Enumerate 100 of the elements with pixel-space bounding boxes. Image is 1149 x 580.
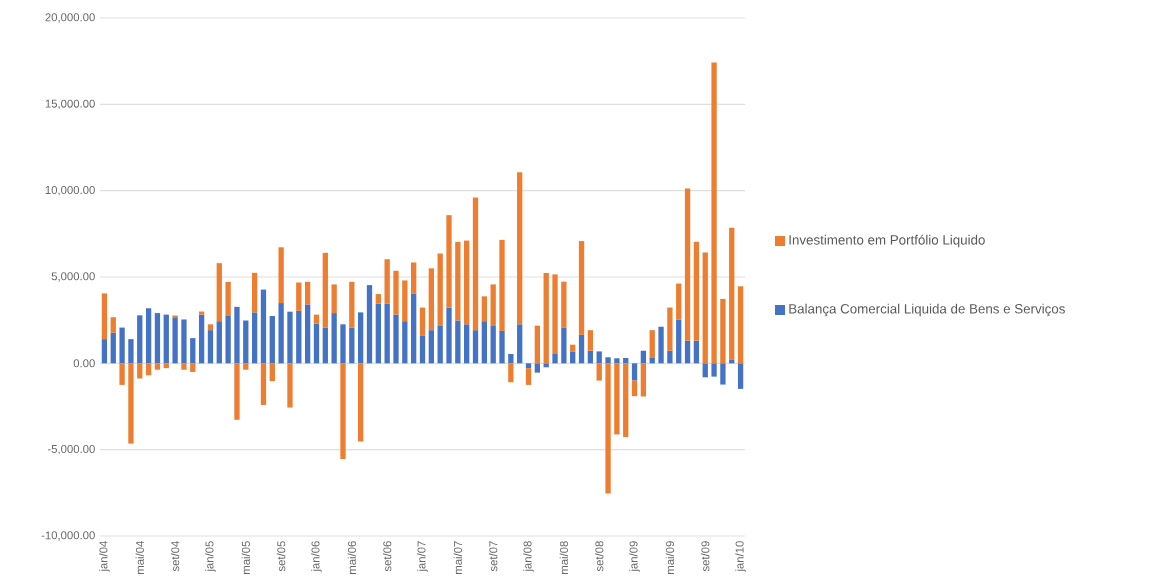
x-tick-label: set/09 [701,541,710,572]
x-tick-label: jan/04 [99,541,110,572]
bar [269,363,275,382]
x-tick-label: mai/09 [665,541,675,574]
bar [349,281,355,328]
bar [349,327,355,364]
bar [198,311,205,315]
x-tick-label: set/07 [489,541,498,572]
bar [561,281,567,328]
bar [207,330,214,364]
bar [623,363,629,438]
bar [552,353,558,364]
bar [287,363,293,408]
bar [508,363,514,383]
bar [481,296,487,322]
bar [614,363,620,435]
bar [508,353,514,364]
bar [234,306,240,364]
bar [614,358,620,364]
bar [402,280,408,322]
y-tick-label: 10,000.00 [45,185,95,196]
bar [128,363,134,444]
bar [561,327,567,364]
bar [702,363,708,378]
bar [234,363,240,420]
bar [190,338,196,364]
bar [684,188,691,341]
bar [490,284,496,326]
x-tick-label: set/08 [595,541,604,572]
x-tick-label: jan/07 [417,541,428,572]
bar [640,363,647,397]
bar [207,324,214,331]
legend-label: Investimento em Portfólio Liquido [789,234,985,248]
bar [110,317,116,333]
bar [596,351,602,364]
bar [428,330,434,364]
bar [499,330,505,364]
bar [587,350,594,364]
x-tick-label: set/05 [276,541,286,572]
bar [154,363,161,370]
bar [137,363,143,379]
x-tick-label: mai/05 [241,541,250,574]
bar [455,241,461,321]
bar [543,273,549,364]
bar [711,62,717,364]
bar [375,303,381,364]
bar [684,340,691,364]
bar [499,239,505,331]
bar [729,227,735,360]
bar [145,308,152,364]
bar [172,317,178,364]
bar [446,215,452,308]
x-tick-label: mai/07 [453,541,462,574]
bar [313,314,320,324]
bar [711,363,717,377]
bar [340,363,346,459]
bar [296,282,302,311]
bar [331,313,337,364]
bar [702,252,708,364]
bar [419,307,426,336]
x-tick-label: jan/09 [629,541,640,572]
bar [181,363,187,370]
bar [375,294,381,304]
bar [110,332,116,364]
bar [101,293,108,340]
bar [198,314,205,364]
bar [729,359,735,364]
bar [737,286,744,364]
bar [578,241,585,335]
bar [278,247,284,304]
bar [358,363,364,442]
bar [322,252,328,328]
y-tick-label: 20,000.00 [45,13,95,23]
bar [402,321,408,364]
bar [322,327,328,364]
bar [260,363,267,405]
legend-label: Balança Comercial Liquida de Bens e Serviços [789,303,1065,317]
bar [137,315,143,364]
bar [596,363,602,381]
x-tick-label: jan/05 [205,541,216,572]
bar [737,363,744,389]
bar [225,315,231,364]
bar [340,324,346,364]
x-tick-label: jan/10 [735,541,746,572]
bar [676,283,682,320]
bar [720,298,726,364]
bar [216,321,222,364]
x-tick-label: mai/08 [559,541,569,574]
bar [693,340,700,364]
x-tick-label: mai/04 [135,541,144,574]
bar [428,268,434,331]
bar [296,310,302,364]
bar [720,363,726,385]
bar [119,363,125,385]
y-tick-label: 15,000.00 [45,99,95,109]
bar [243,320,249,364]
bar [446,307,452,364]
bar [464,324,470,364]
bar [525,368,532,385]
x-tick-label: jan/06 [311,541,322,572]
